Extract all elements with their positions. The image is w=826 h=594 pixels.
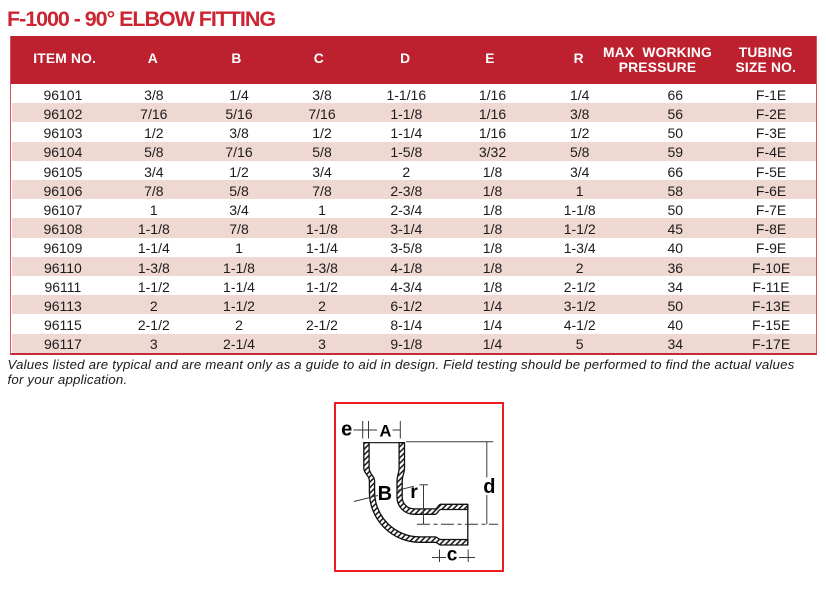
svg-text:c: c [447, 544, 458, 565]
svg-text:B: B [378, 483, 392, 505]
svg-text:r: r [410, 481, 418, 503]
svg-text:A: A [379, 422, 391, 440]
svg-text:e: e [341, 418, 352, 440]
svg-text:d: d [483, 476, 495, 498]
